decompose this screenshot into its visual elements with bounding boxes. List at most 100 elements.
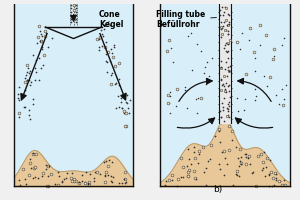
Point [226, 50, 230, 53]
Point [198, 49, 203, 52]
Point [219, 101, 224, 104]
Point [218, 140, 222, 143]
Point [220, 106, 225, 109]
Point [119, 97, 124, 100]
Point [117, 78, 122, 81]
Point [103, 41, 108, 44]
Point [39, 174, 44, 178]
Point [222, 10, 227, 13]
Point [264, 156, 269, 160]
Point [120, 95, 125, 98]
Point [218, 9, 223, 12]
Point [16, 112, 21, 115]
Point [189, 162, 194, 166]
Point [280, 43, 284, 46]
Point [37, 57, 41, 60]
Point [26, 109, 31, 112]
Point [38, 39, 43, 42]
Point [120, 106, 124, 109]
Point [50, 36, 54, 39]
Point [104, 61, 109, 64]
Point [45, 45, 50, 49]
Point [18, 183, 22, 186]
Point [185, 106, 190, 110]
Point [218, 89, 223, 92]
Point [23, 106, 28, 109]
Point [110, 181, 115, 184]
Point [107, 60, 112, 63]
Point [77, 182, 82, 185]
Point [82, 181, 87, 184]
Point [222, 5, 227, 8]
Point [123, 180, 128, 183]
Point [244, 153, 249, 156]
Point [99, 28, 104, 32]
Point [238, 47, 243, 50]
Point [28, 162, 33, 165]
Point [224, 114, 229, 118]
Point [272, 54, 276, 57]
Point [222, 47, 226, 50]
Point [80, 179, 85, 182]
Point [31, 151, 35, 154]
Point [179, 156, 184, 159]
Point [218, 78, 223, 81]
Point [257, 44, 262, 47]
Point [227, 116, 232, 119]
Point [103, 45, 107, 49]
Point [271, 48, 276, 51]
Point [163, 183, 168, 186]
Point [186, 147, 191, 150]
Point [110, 72, 115, 75]
Point [86, 181, 91, 184]
Point [266, 173, 271, 176]
Point [27, 173, 32, 177]
Point [218, 110, 223, 113]
Point [166, 94, 171, 97]
Point [235, 97, 239, 100]
Point [29, 81, 34, 84]
Point [224, 50, 228, 53]
Point [33, 78, 38, 81]
Point [242, 152, 247, 155]
Point [222, 68, 227, 71]
Point [39, 39, 44, 42]
Point [223, 18, 228, 21]
Point [230, 139, 235, 142]
Point [123, 112, 128, 115]
Point [196, 161, 200, 165]
Point [74, 14, 79, 17]
Point [226, 56, 230, 59]
Point [117, 182, 122, 185]
Point [30, 153, 35, 156]
Point [278, 180, 283, 183]
Point [34, 152, 39, 156]
Point [204, 60, 209, 63]
Point [27, 158, 32, 161]
Point [280, 103, 285, 106]
Point [185, 175, 190, 178]
Point [248, 26, 253, 30]
Point [244, 73, 248, 76]
Point [111, 46, 116, 49]
Point [221, 85, 226, 88]
Point [226, 21, 231, 24]
Point [121, 110, 126, 113]
Point [103, 59, 108, 63]
Point [40, 34, 45, 37]
Point [191, 170, 196, 173]
Point [174, 105, 179, 108]
Point [187, 158, 191, 161]
Point [109, 47, 114, 50]
Point [174, 88, 179, 91]
Point [221, 20, 226, 23]
Point [35, 177, 40, 180]
Point [113, 81, 118, 85]
Point [46, 164, 51, 167]
Point [60, 179, 64, 182]
Point [56, 183, 61, 186]
Point [226, 23, 230, 26]
Point [24, 70, 29, 73]
Point [124, 125, 129, 128]
Point [42, 54, 46, 57]
